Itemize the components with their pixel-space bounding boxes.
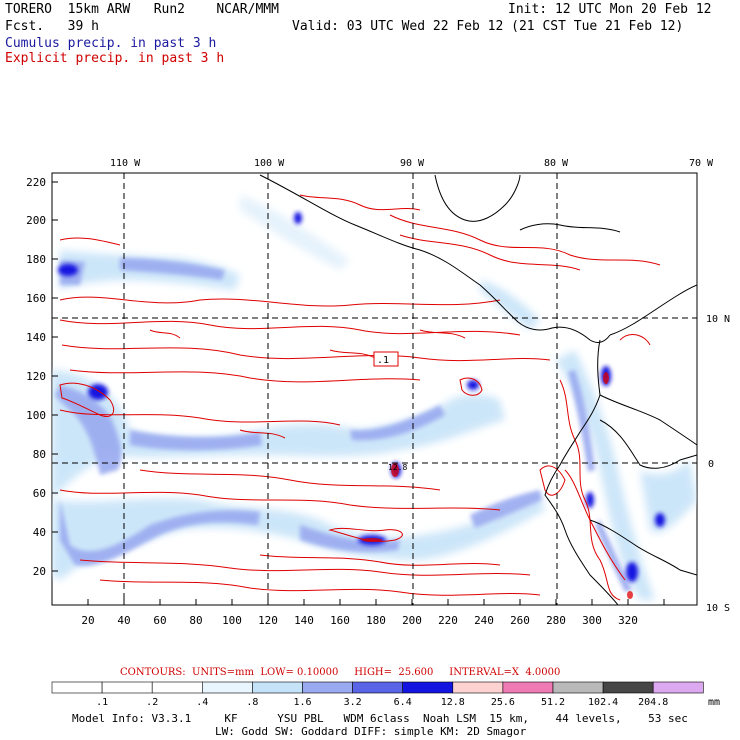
y-tick-label: 80 [33,448,46,461]
lon-label-80w: 80 W [544,158,569,169]
colorbar-label: 12.8 [441,697,465,708]
x-tick-label: 300 [582,614,602,627]
colorbar-swatch [51,681,103,694]
lon-label-90w: 90 W [400,158,425,169]
colorbar-swatch [352,681,404,694]
y-tick-label: 60 [33,487,46,500]
colorbar-label: .4 [196,697,208,708]
y-tick-label: 160 [26,292,46,305]
contour-label-128: 12.8 [388,463,407,472]
x-tick-label: 140 [294,614,314,627]
x-tick-label: 220 [438,614,458,627]
colorbar-swatch [452,681,504,694]
colorbar-label: .8 [246,697,258,708]
x-tick-label: 240 [474,614,494,627]
explicit-heavy-contours [362,372,633,599]
x-tick-label: 200 [402,614,422,627]
y-tick-label: 180 [26,253,46,266]
axis-ticks [52,181,665,605]
forecast-hour: Fcst. 39 h [5,19,99,34]
explicit-legend: Explicit precip. in past 3 h [5,51,225,66]
colorbar-swatch [552,681,604,694]
y-tick-label: 20 [33,565,46,578]
colorbar-swatch [652,681,704,694]
contours-info: CONTOURS: UNITS=mm LOW= 0.10000 HIGH= 25… [120,667,561,678]
colorbar-label: 102.4 [588,697,618,708]
colorbar-swatch [502,681,554,694]
x-tick-label: 100 [222,614,242,627]
x-tick-label: 120 [258,614,278,627]
colorbar-label: 204.8 [638,697,668,708]
colorbar-swatch [402,681,454,694]
valid-time: Valid: 03 UTC Wed 22 Feb 12 (21 CST Tue … [292,19,684,34]
cumulus-legend: Cumulus precip. in past 3 h [5,36,217,51]
y-tick-label: 100 [26,409,46,422]
x-tick-label: 180 [366,614,386,627]
colorbar-swatch [151,681,203,694]
colorbar-label: 6.4 [394,697,412,708]
y-tick-label: 40 [33,526,46,539]
colorbar-label: 3.2 [344,697,362,708]
lon-label-100w: 100 W [254,158,285,169]
colorbar-swatch [302,681,353,694]
precip-colorbar: .1 .2 .4 .8 1.6 3.2 6.4 12.8 25.6 51.2 102.4 204.8 [51,681,704,708]
lat-label-10s: 10 S [706,603,730,614]
x-tick-label: 320 [618,614,638,627]
contour-label-01: .1 [377,355,389,366]
x-tick-label: 280 [546,614,566,627]
colorbar-label: 51.2 [541,697,565,708]
colorbar-label: 1.6 [293,697,311,708]
colorbar-swatch [602,681,654,694]
coastlines [259,174,697,605]
lat-lon-gridlines [52,173,697,605]
lon-label-110w: 110 W [110,158,141,169]
lon-label-70w: 70 W [689,158,714,169]
y-tick-label: 220 [26,176,46,189]
colorbar-label: .1 [96,697,108,708]
model-info: Model Info: V3.3.1 KF YSU PBL WDM 6class… [72,712,688,725]
colorbar-label: 25.6 [491,697,515,708]
x-tick-label: 160 [330,614,350,627]
x-tick-label: 260 [510,614,530,627]
model-title: TORERO 15km ARW Run2 NCAR/MMM [5,2,279,17]
lat-label-0: 0 [708,459,714,470]
lat-label-10n: 10 N [706,314,730,325]
contour-label-box [373,351,399,367]
colorbar-label: .2 [146,697,158,708]
y-tick-label: 120 [26,370,46,383]
explicit-precip-contours [59,194,661,601]
physics-info: LW: Godd SW: Goddard DIFF: simple KM: 2D… [215,725,527,738]
x-tick-label: 40 [117,614,130,627]
colorbar-swatch [202,681,253,694]
x-tick-label: 60 [153,614,166,627]
init-time: Init: 12 UTC Mon 20 Feb 12 [508,2,712,17]
x-tick-label: 20 [81,614,94,627]
colorbar-swatch [252,681,303,694]
colorbar-swatch [101,681,153,694]
x-tick-label: 80 [189,614,202,627]
y-tick-label: 140 [26,331,46,344]
y-tick-label: 200 [26,214,46,227]
colorbar-unit: mm [708,697,720,708]
